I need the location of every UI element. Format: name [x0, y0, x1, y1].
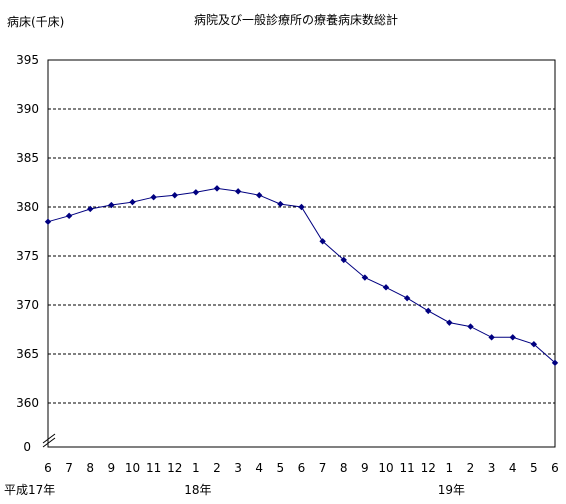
- x-tick-label: 1: [446, 461, 454, 475]
- x-tick-label: 6: [44, 461, 52, 475]
- data-point: [488, 334, 495, 341]
- x-tick-label: 12: [421, 461, 436, 475]
- data-markers: [44, 185, 559, 367]
- chart-title: 病院及び一般診療所の療養病床数総計: [194, 12, 398, 27]
- x-tick-label: 6: [551, 461, 559, 475]
- data-point: [467, 323, 474, 330]
- x-tick-label: 4: [255, 461, 263, 475]
- x-tick-label: 8: [340, 461, 348, 475]
- y-tick-label: 390: [16, 102, 39, 116]
- x-tick-label: 2: [213, 461, 221, 475]
- data-point: [382, 284, 390, 291]
- data-point: [213, 185, 221, 192]
- y-tick-label: 380: [16, 200, 39, 214]
- plot-area-frame: [47, 59, 556, 448]
- x-tick-label: 3: [234, 461, 242, 475]
- data-point: [319, 238, 326, 245]
- data-point: [509, 334, 516, 341]
- x-tick-label: 10: [125, 461, 140, 475]
- x-tick-label: 7: [319, 461, 327, 475]
- y-axis-label: 病床(千床): [7, 14, 64, 29]
- x-tick-label: 2: [467, 461, 475, 475]
- y-tick-labels: 395 390 385 380 375 370 365 360: [16, 53, 39, 410]
- data-point: [425, 307, 432, 315]
- data-point: [256, 192, 263, 199]
- year-label: 19年: [438, 483, 465, 497]
- x-tick-label: 10: [378, 461, 393, 475]
- gridlines: [48, 108, 555, 404]
- y-tick-label: 395: [16, 53, 39, 67]
- y-tick-label: 370: [16, 298, 39, 312]
- x-tick-label: 3: [488, 461, 496, 475]
- data-point: [340, 256, 347, 264]
- year-labels: 平成17年 18年 19年: [4, 483, 465, 497]
- data-point: [277, 200, 284, 208]
- data-point: [65, 212, 73, 220]
- y-tick-label: 365: [16, 347, 39, 361]
- data-point: [446, 319, 453, 326]
- data-point: [87, 205, 94, 213]
- data-point: [530, 341, 538, 348]
- x-tick-label: 4: [509, 461, 517, 475]
- data-point: [403, 294, 411, 302]
- x-tick-label: 5: [277, 461, 285, 475]
- data-point: [551, 359, 559, 367]
- x-tick-labels: 6 7 8 9 10 11 12 1 2 3 4 5 6 7 8 9 10 11 12 1 2 3 4 5 6: [44, 461, 559, 475]
- axis-break-mark: [42, 433, 56, 448]
- data-point: [192, 189, 200, 196]
- x-tick-label: 9: [361, 461, 369, 475]
- y-tick-label-zero: 0: [23, 440, 31, 454]
- y-tick-label: 360: [16, 396, 39, 410]
- data-point: [108, 201, 115, 209]
- data-point: [129, 198, 136, 206]
- y-tick-label: 375: [16, 249, 39, 263]
- data-point: [234, 188, 242, 195]
- x-tick-label: 7: [65, 461, 73, 475]
- year-label: 18年: [184, 483, 211, 497]
- x-tick-label: 9: [108, 461, 116, 475]
- data-point: [150, 194, 157, 201]
- data-point: [171, 192, 178, 199]
- x-tick-label: 8: [86, 461, 94, 475]
- data-point: [298, 203, 305, 211]
- x-tick-label: 11: [146, 461, 161, 475]
- y-tick-label: 385: [16, 151, 39, 165]
- x-tick-label: 1: [192, 461, 200, 475]
- year-label: 平成17年: [4, 483, 55, 497]
- x-tick-label: 5: [530, 461, 538, 475]
- data-point: [361, 274, 369, 281]
- x-tick-label: 6: [298, 461, 306, 475]
- x-tick-label: 12: [167, 461, 182, 475]
- series-line: [47, 187, 556, 364]
- x-tick-label: 11: [399, 461, 414, 475]
- data-point: [44, 218, 52, 225]
